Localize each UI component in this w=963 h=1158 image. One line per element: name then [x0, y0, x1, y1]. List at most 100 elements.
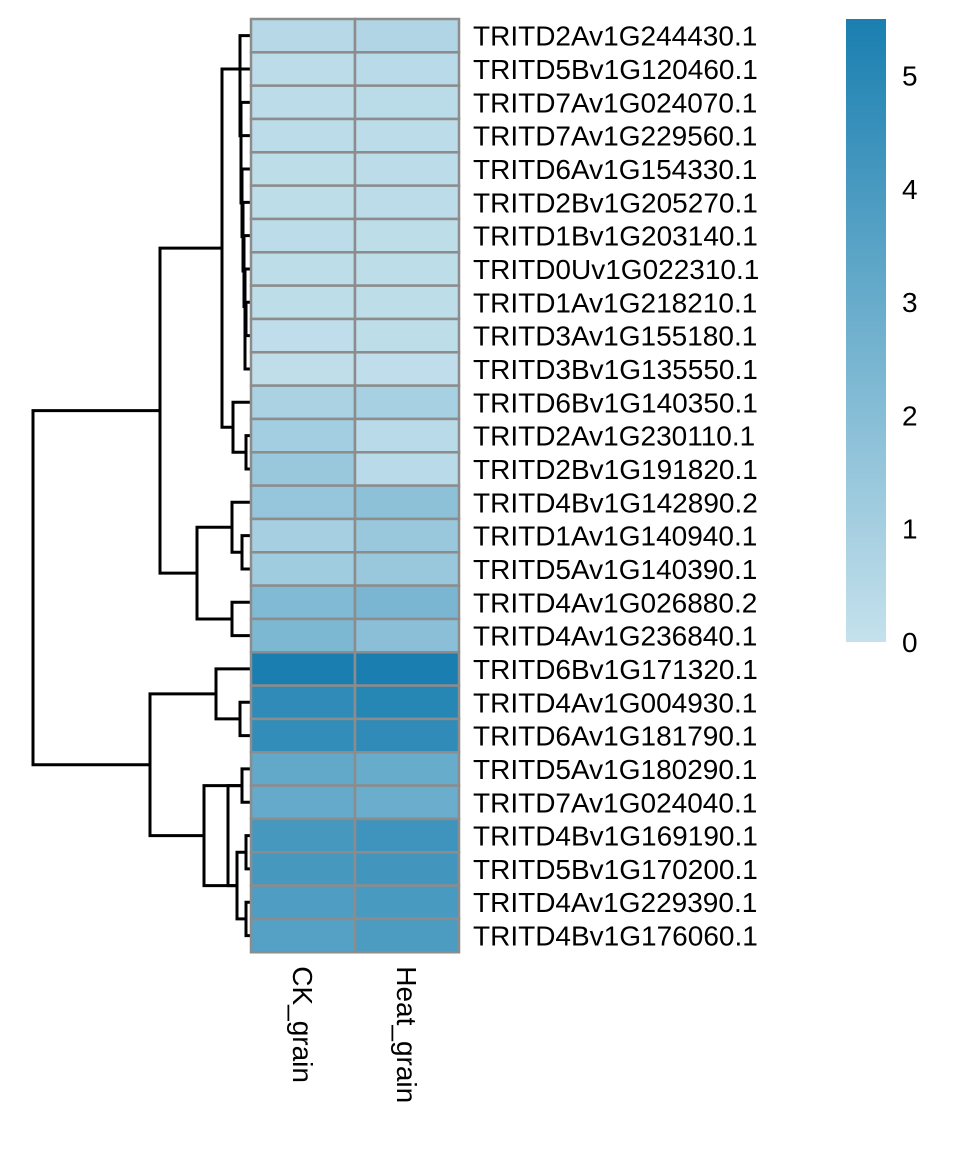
dendrogram-branch: [195, 525, 232, 621]
heatmap-cell: [353, 151, 461, 187]
heatmap-cell: [353, 184, 461, 221]
dendrogram-branch: [230, 600, 251, 638]
heatmap-cell: [353, 884, 461, 921]
legend-tick-label: 4: [902, 174, 918, 205]
row-label: TRITD7Av1G229560.1: [473, 121, 757, 152]
row-label: TRITD5Av1G180290.1: [473, 754, 757, 785]
row-label: TRITD6Av1G154330.1: [473, 154, 757, 185]
heatmap-cell: [353, 751, 461, 787]
row-label: TRITD4Av1G229390.1: [473, 887, 757, 918]
heatmap-cell: [249, 851, 357, 887]
dendrogram-branch: [240, 534, 251, 571]
heatmap-cell: [249, 17, 357, 54]
dendrogram-branch: [238, 34, 251, 103]
heatmap-cell: [249, 551, 357, 587]
row-label: TRITD5Av1G140390.1: [473, 554, 757, 585]
legend-tick-label: 3: [902, 287, 918, 318]
dendrogram-branch: [238, 700, 251, 738]
row-label: TRITD7Av1G024040.1: [473, 787, 757, 818]
row-label: TRITD2Bv1G191820.1: [473, 454, 758, 485]
heatmap-cell: [249, 317, 357, 354]
row-label: TRITD6Bv1G140350.1: [473, 387, 758, 418]
heatmap-cell: [353, 117, 461, 154]
legend-color-bar: [846, 19, 886, 642]
heatmap-cell: [249, 584, 357, 621]
heatmap-cell: [353, 451, 461, 487]
dendrogram-branch: [239, 134, 251, 205]
row-label: TRITD2Av1G244430.1: [473, 21, 757, 52]
heatmap-cell: [249, 184, 357, 221]
heatmap-cell: [249, 484, 357, 521]
heatmap-cell: [249, 251, 357, 287]
column-labels: CK_grain Heat_grain: [287, 966, 422, 1103]
legend-tick-label: 0: [902, 627, 918, 658]
heatmap-cell: [249, 651, 357, 687]
heatmap-cell: [353, 217, 461, 254]
heatmap-cell: [249, 284, 357, 321]
dendrogram-branch: [231, 400, 251, 454]
heatmap-cell: [249, 784, 357, 821]
row-label: TRITD6Av1G181790.1: [473, 721, 757, 752]
heatmap-cell: [353, 351, 461, 387]
row-label: TRITD4Bv1G169190.1: [473, 821, 758, 852]
column-label: Heat_grain: [391, 966, 422, 1103]
heatmap-cell: [353, 384, 461, 421]
heatmap-cell: [353, 651, 461, 687]
row-label: TRITD2Bv1G205270.1: [473, 187, 758, 218]
heatmap-cell: [249, 684, 357, 721]
color-legend: 0 1 2 3 4 5: [846, 19, 918, 658]
row-dendrogram: [31, 34, 251, 938]
heatmap-cells: [249, 17, 461, 954]
dendrogram-branch: [220, 67, 240, 429]
heatmap-cell: [353, 417, 461, 454]
row-label: TRITD1Av1G218210.1: [473, 287, 757, 318]
legend-tick-label: 2: [902, 400, 918, 431]
row-label: TRITD4Av1G026880.2: [473, 587, 757, 618]
heatmap-cell: [249, 417, 357, 454]
heatmap-cell: [353, 17, 461, 54]
dendrogram-branch: [240, 767, 251, 804]
row-label: TRITD4Av1G004930.1: [473, 687, 757, 718]
heatmap-cell: [353, 817, 461, 854]
heatmap-cell: [353, 317, 461, 354]
heatmap-cell: [249, 84, 357, 121]
row-label: TRITD5Bv1G120460.1: [473, 54, 758, 85]
heatmap-cell: [249, 151, 357, 187]
row-label: TRITD6Bv1G171320.1: [473, 654, 758, 685]
heatmap-cell: [353, 584, 461, 621]
row-label: TRITD4Bv1G176060.1: [473, 921, 758, 952]
heatmap-cell: [249, 117, 357, 154]
heatmap-cell: [353, 717, 461, 754]
heatmap-cell: [353, 851, 461, 887]
heatmap-cell: [249, 384, 357, 421]
heatmap-cell: [353, 251, 461, 287]
heatmap-cell: [353, 51, 461, 87]
heatmap-cell: [249, 717, 357, 754]
legend-tick-label: 1: [902, 514, 918, 545]
heatmap-cell: [249, 917, 357, 954]
heatmap-cell: [353, 84, 461, 121]
row-label: TRITD4Av1G236840.1: [473, 621, 757, 652]
heatmap-cell: [353, 284, 461, 321]
heatmap-cell: [249, 517, 357, 554]
heatmap-cell: [353, 551, 461, 587]
row-label: TRITD3Av1G155180.1: [473, 321, 757, 352]
dendrogram-branch: [158, 246, 222, 575]
dendrogram-root: [31, 409, 160, 767]
column-label: CK_grain: [287, 966, 318, 1083]
heatmap-cell: [353, 684, 461, 721]
heatmap-cell: [353, 784, 461, 821]
row-label: TRITD1Av1G140940.1: [473, 521, 757, 552]
legend-tick-label: 5: [902, 61, 918, 92]
row-label: TRITD1Bv1G203140.1: [473, 221, 758, 252]
heatmap-cell: [353, 617, 461, 654]
heatmap-cell: [249, 217, 357, 254]
row-label: TRITD5Bv1G170200.1: [473, 854, 758, 885]
heatmap-cell: [249, 884, 357, 921]
heatmap-cell: [249, 817, 357, 854]
dendrogram-branch: [148, 692, 216, 838]
heatmap-cell: [249, 351, 357, 387]
dendrogram-branch: [226, 784, 242, 888]
